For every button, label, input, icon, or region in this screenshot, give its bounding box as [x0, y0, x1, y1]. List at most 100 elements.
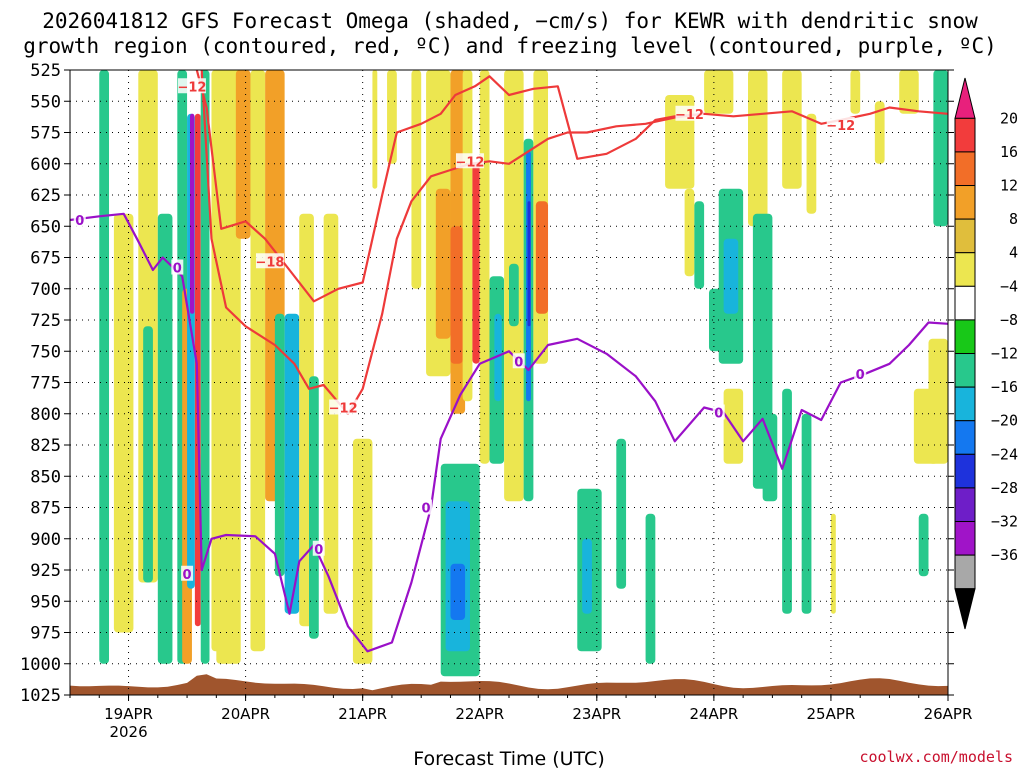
contour-label-text: 0: [314, 543, 323, 558]
y-tick-label: 625: [30, 186, 61, 206]
y-tick-label: 575: [30, 124, 61, 144]
omega-cell: [933, 70, 948, 227]
colorbar-label: −36: [991, 546, 1018, 564]
y-tick-label: 1000: [20, 655, 61, 675]
contour-label: 0: [512, 353, 525, 370]
colorbar-label: −4: [1000, 277, 1018, 295]
omega-cell: [157, 213, 173, 664]
colorbar-label: −28: [991, 479, 1018, 497]
contour-label-bg: [329, 399, 358, 415]
y-tick-label: 925: [30, 561, 61, 581]
y-tick-label: 775: [30, 374, 61, 394]
contour-label-text: 0: [422, 502, 431, 517]
y-tick-label: 650: [30, 217, 61, 237]
contour-label: 0: [712, 404, 725, 422]
colorbar-swatch: [954, 218, 976, 254]
omega-cell: [782, 70, 802, 189]
colorbar-swatch: [954, 521, 976, 556]
omega-cell: [723, 238, 739, 314]
contour-label-text: 0: [75, 214, 84, 229]
colorbar-label: −8: [1000, 311, 1018, 329]
contour-label: −12: [177, 78, 206, 95]
x-tick-label: 22APR: [455, 705, 504, 723]
y-tick-label: 600: [30, 155, 61, 175]
colorbar-label: 16: [1000, 143, 1018, 161]
colorbar-swatch: [954, 151, 976, 187]
y-tick-label: 850: [30, 467, 61, 487]
contour-label-bg: [312, 540, 325, 556]
omega-cell: [113, 213, 134, 633]
omega-cell: [372, 70, 378, 189]
omega-cell: [450, 563, 466, 620]
omega-cell: [645, 513, 656, 664]
omega-shading-layer: [99, 70, 948, 677]
colorbar-label: −12: [991, 345, 1018, 363]
omega-cell: [284, 313, 300, 614]
omega-cell: [200, 70, 210, 664]
contour-label-bg: [73, 212, 86, 227]
colorbar-label: 20: [1000, 109, 1018, 127]
dgz-upper-contour: [195, 69, 949, 303]
y-tick-label: 875: [30, 499, 61, 519]
omega-cell: [899, 70, 919, 114]
contour-labels: 0 0 0 0 0 0 0 0 −12 −18 −12 −12 −12 −12: [73, 78, 867, 583]
omega-cell: [918, 513, 929, 577]
colorbar-swatch: [954, 353, 976, 388]
contour-label-bg: [455, 153, 484, 169]
contour-label: 0: [73, 212, 86, 229]
omega-cell: [694, 201, 705, 289]
contour-label: −12: [455, 153, 484, 170]
contour-label-text: −12: [826, 119, 855, 134]
contour-label: 0: [854, 365, 867, 383]
omega-cell: [274, 313, 285, 577]
colorbar-swatch: [954, 453, 976, 489]
y-tick-label: 525: [30, 61, 61, 81]
omega-cell: [535, 201, 549, 314]
contour-label: 0: [420, 499, 433, 517]
contour-label-bg: [512, 353, 525, 369]
omega-cell: [748, 70, 768, 227]
y-tick-label: 675: [30, 249, 61, 269]
contour-label-text: 0: [183, 568, 192, 583]
x-tick-label: 21APR: [338, 705, 387, 723]
contour-label-bg: [712, 404, 725, 420]
colorbar-label: −20: [991, 412, 1018, 430]
omega-cell: [616, 438, 627, 589]
contour-label-bg: [255, 253, 284, 269]
colorbar-swatch: [954, 420, 976, 455]
dgz-lower-contour: [200, 69, 705, 415]
contour-label-text: 0: [173, 262, 182, 277]
colorbar-swatch: [954, 252, 976, 287]
omega-cell: [462, 70, 473, 402]
contour-label: −12: [675, 105, 704, 123]
contour-label-bg: [177, 78, 206, 94]
omega-cell: [250, 70, 266, 652]
y-tick-label: 550: [30, 92, 61, 112]
omega-cell: [189, 113, 195, 314]
freezing-level-contour: [69, 212, 949, 653]
contour-label-text: −12: [177, 80, 206, 95]
omega-cell: [216, 70, 241, 664]
contour-label-bg: [181, 565, 194, 581]
omega-cell: [801, 413, 812, 614]
omega-cell: [479, 70, 490, 464]
x-tick-label: 23APR: [572, 705, 621, 723]
chart-title-line1: 2026041812 GFS Forecast Omega (shaded, −…: [42, 9, 978, 33]
x-axis-label: Forecast Time (UTC): [413, 748, 604, 768]
omega-cell: [874, 101, 885, 164]
contour-label: −12: [826, 117, 855, 134]
colorbar-label: −16: [991, 378, 1018, 396]
chart-title-line2: growth region (contoured, red, ºC) and f…: [23, 34, 997, 58]
omega-cell: [509, 263, 519, 327]
colorbar-swatch: [954, 285, 976, 321]
omega-cell: [352, 438, 373, 664]
contour-label: 0: [312, 540, 325, 558]
contour-label-bg: [675, 105, 704, 121]
colorbar-label: −24: [991, 445, 1018, 463]
contour-label-bg: [171, 259, 184, 275]
x-tick-label: 24APR: [689, 705, 738, 723]
omega-cell: [782, 388, 792, 614]
contour-label-text: −12: [675, 108, 704, 123]
